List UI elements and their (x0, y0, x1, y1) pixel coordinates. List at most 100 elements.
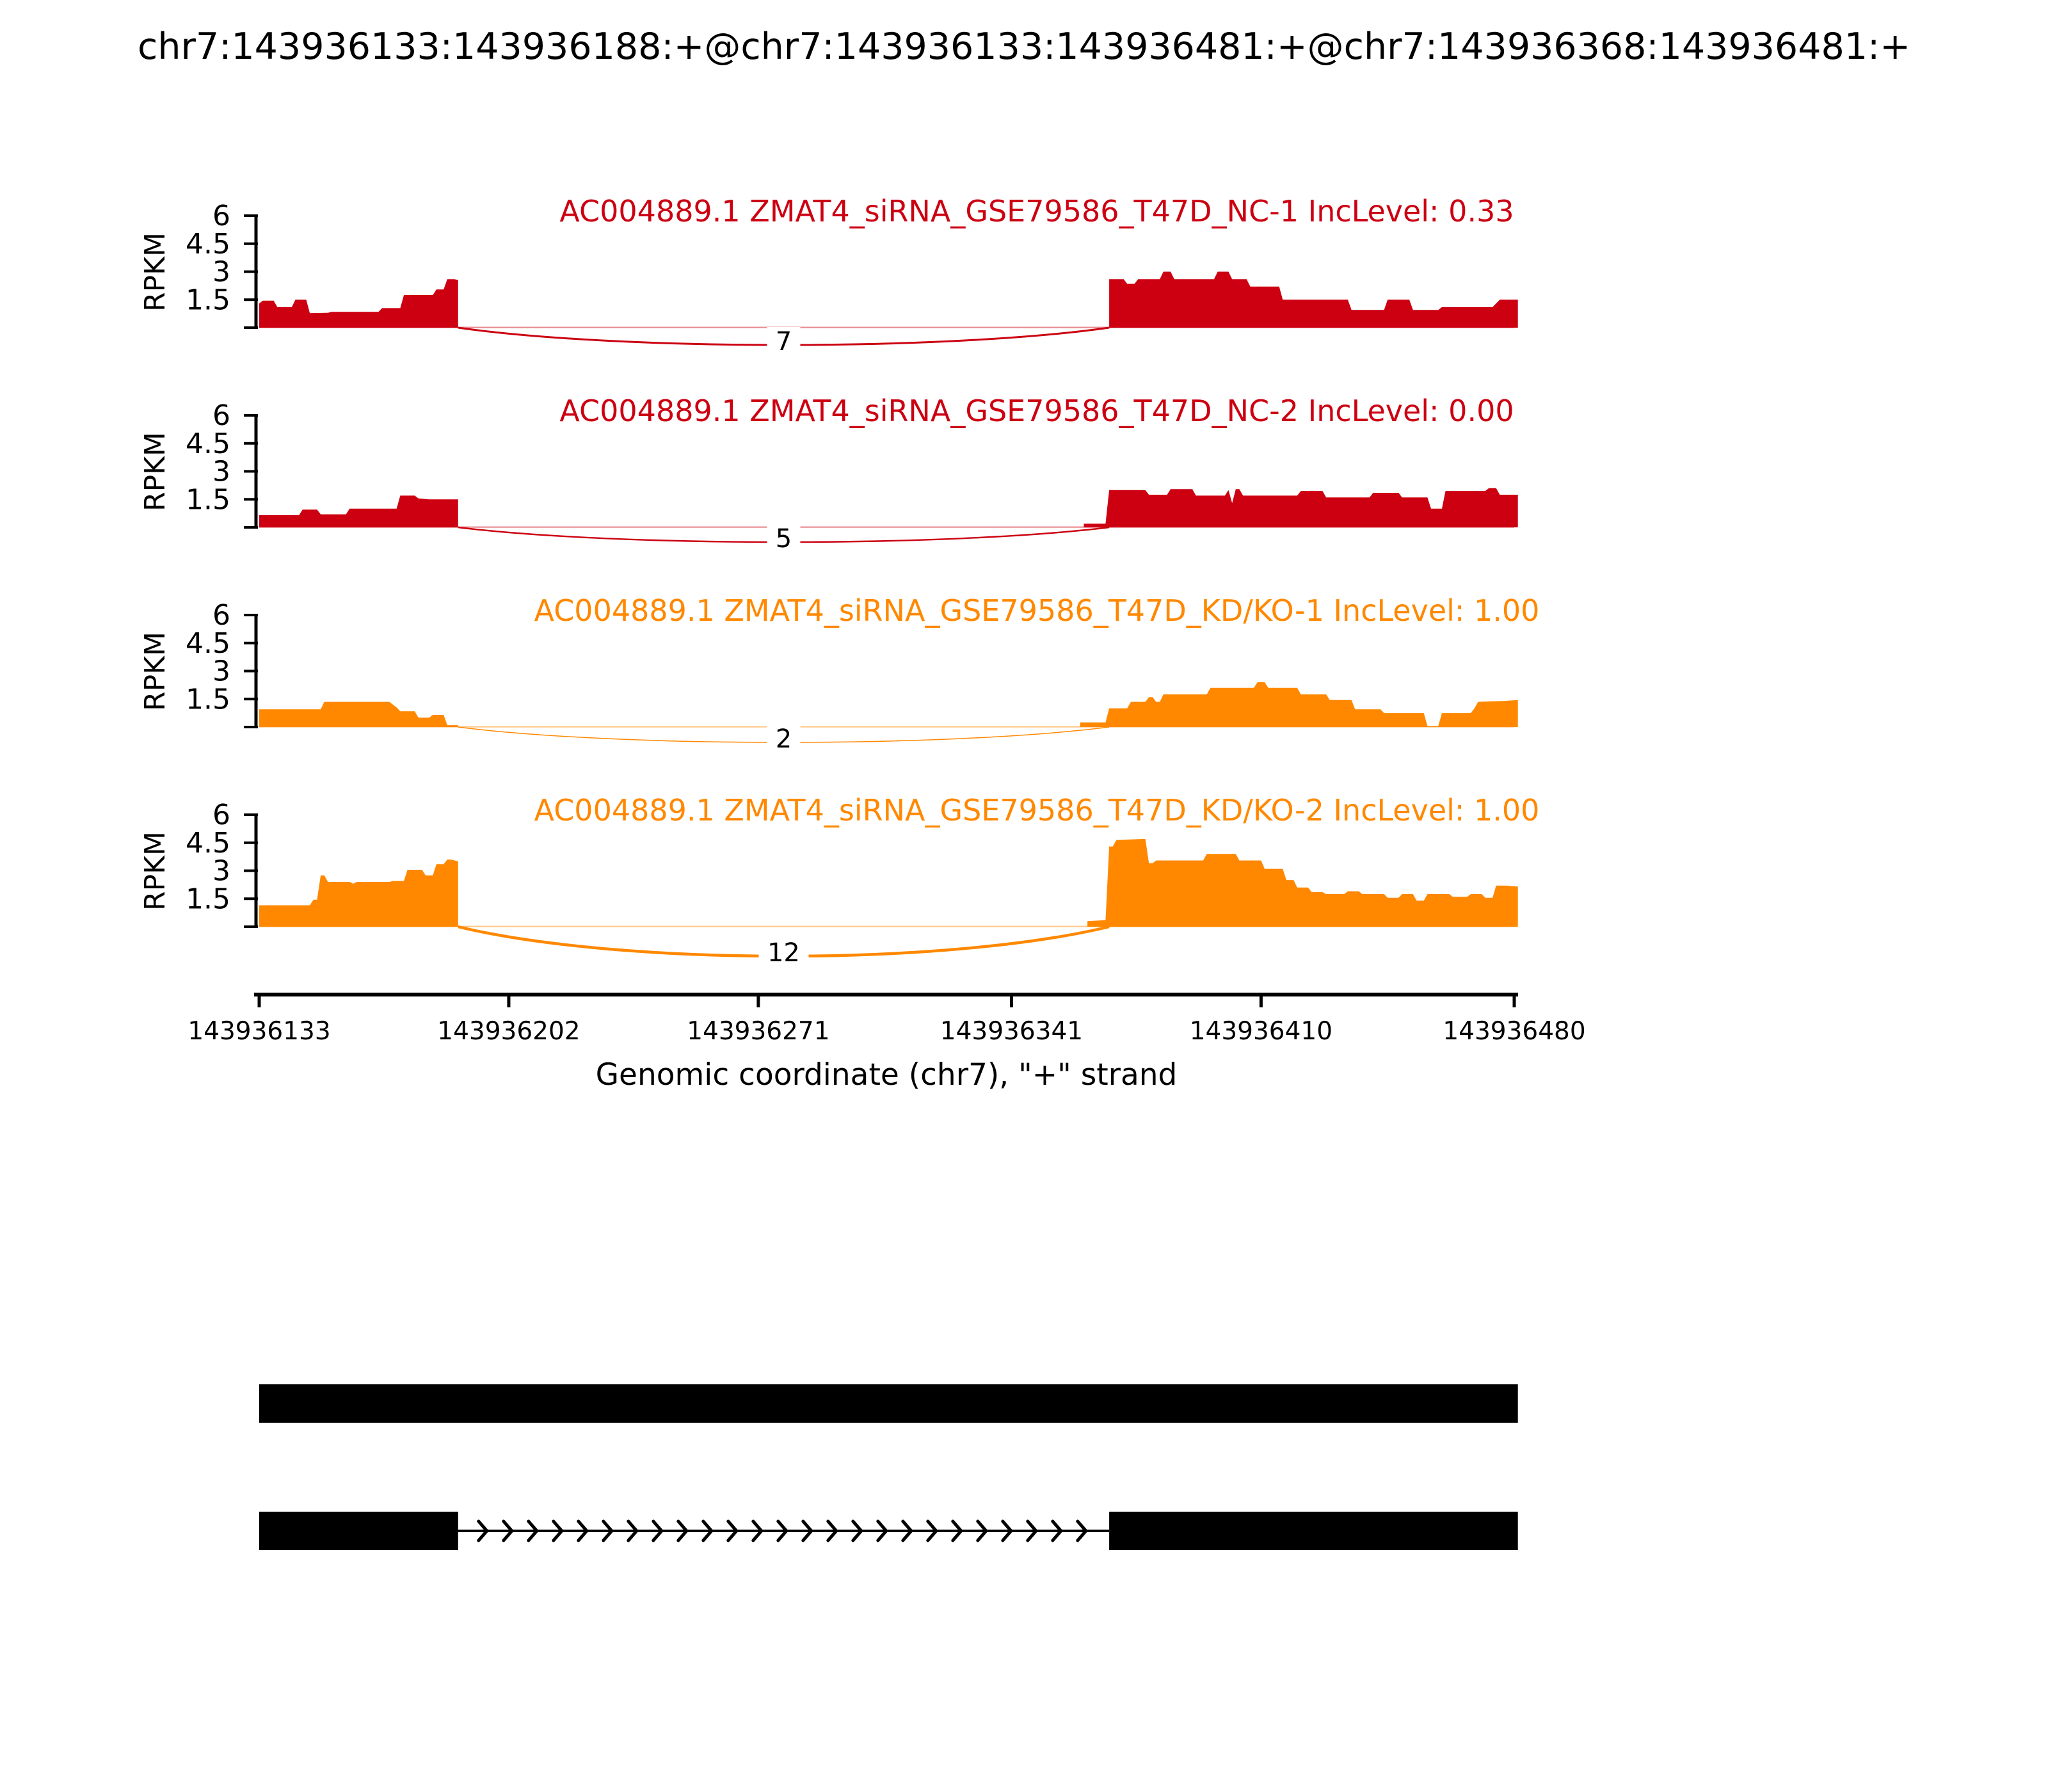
y-axis-tick (244, 242, 258, 245)
x-tick-label: 143936202 (437, 1017, 580, 1046)
coverage-area-track-1 (1109, 271, 1518, 328)
x-tick-label: 143936410 (1190, 1017, 1332, 1046)
intron-arrow-icon (652, 1519, 664, 1542)
intron-arrow-icon (801, 1519, 813, 1542)
y-tick-label: 1.5 (186, 483, 230, 516)
junction-count-bg (767, 327, 801, 356)
y-axis-tick (244, 841, 258, 844)
x-axis-tick (257, 996, 261, 1007)
junction-count-bg (758, 938, 809, 968)
intron-arrow-icon (1076, 1519, 1088, 1542)
intron-line (458, 1530, 1109, 1532)
coverage-area-track-4 (1087, 838, 1518, 927)
junction-count-track-1: 7 (776, 327, 792, 356)
y-axis-tick (244, 442, 258, 445)
y-axis-tick (244, 641, 258, 644)
y-tick-label: 3 (212, 655, 230, 688)
intron-arrow-icon (901, 1519, 913, 1542)
coverage-area-track-2 (259, 495, 458, 527)
junction-count-track-2: 5 (776, 524, 792, 554)
x-tick-label: 143936271 (687, 1017, 829, 1046)
y-axis-tick (244, 669, 258, 673)
y-axis-tick (244, 326, 258, 329)
y-tick-label: 4.5 (186, 627, 230, 660)
intron-arrow-icon (1026, 1519, 1038, 1542)
coverage-baseline (259, 326, 1514, 328)
coverage-baseline (259, 925, 1514, 927)
intron-arrow-icon (527, 1519, 539, 1542)
y-axis-tick (244, 214, 258, 217)
intron-arrow-icon (726, 1519, 739, 1542)
intron-arrow-icon (951, 1519, 963, 1542)
intron-arrow-icon (1051, 1519, 1063, 1542)
y-tick-label: 3 (212, 855, 230, 888)
y-axis-tick (244, 270, 258, 273)
exon-bar-skipping-isoform (1109, 1512, 1518, 1550)
y-axis-tick (244, 869, 258, 872)
y-axis-tick (244, 614, 258, 616)
junction-count-track-3: 2 (776, 724, 792, 754)
junction-count-track-4: 12 (767, 938, 800, 968)
y-tick-label: 4.5 (186, 428, 230, 460)
x-axis-line (254, 993, 1518, 996)
y-tick-label: 6 (212, 200, 230, 232)
x-axis-tick (1009, 996, 1013, 1007)
y-axis-tick (244, 526, 258, 529)
coverage-area-track-4 (259, 860, 458, 927)
y-tick-label: 1.5 (186, 683, 230, 716)
x-axis-tick (507, 996, 511, 1007)
y-tick-label: 6 (212, 599, 230, 632)
y-tick-label: 4.5 (186, 827, 230, 860)
track-title-kdko-2: AC004889.1 ZMAT4_siRNA_GSE79586_T47D_KD/… (534, 793, 1540, 828)
x-tick-label: 143936341 (940, 1017, 1083, 1046)
figure-title: chr7:143936133:143936188:+@chr7:14393613… (138, 26, 1910, 68)
intron-arrow-icon (876, 1519, 888, 1542)
track-title-nc-2: AC004889.1 ZMAT4_siRNA_GSE79586_T47D_NC-… (559, 394, 1514, 428)
y-axis-tick (244, 698, 258, 701)
intron-arrow-icon (577, 1519, 589, 1542)
y-tick-label: 6 (212, 799, 230, 831)
y-axis-tick (244, 925, 258, 928)
y-axis-tick (244, 813, 258, 816)
y-tick-label: 4.5 (186, 228, 230, 260)
intron-arrow-icon (602, 1519, 614, 1542)
y-axis-tick (244, 414, 258, 417)
intron-arrow-icon (851, 1519, 863, 1542)
coverage-area-track-1 (259, 279, 458, 328)
junction-count-bg (767, 724, 801, 754)
coverage-area-track-3 (1080, 682, 1518, 727)
x-axis-tick (1512, 996, 1516, 1007)
x-tick-label: 143936480 (1443, 1017, 1585, 1046)
intron-arrow-icon (676, 1519, 689, 1542)
y-tick-label: 6 (212, 399, 230, 432)
coverage-baseline (259, 726, 1514, 728)
intron-arrow-icon (826, 1519, 838, 1542)
x-axis-tick (1259, 996, 1263, 1007)
x-tick-label: 143936133 (188, 1017, 330, 1046)
y-axis-tick (244, 470, 258, 473)
y-axis-tick (244, 498, 258, 501)
exon-bar-skipping-isoform (259, 1512, 458, 1550)
y-axis-tick (244, 897, 258, 900)
y-tick-label: 1.5 (186, 284, 230, 316)
exon-bar-inclusion-isoform (259, 1384, 1518, 1423)
y-axis-tick (244, 298, 258, 301)
coverage-area-track-3 (259, 701, 458, 727)
intron-arrow-icon (552, 1519, 564, 1542)
intron-arrow-icon (701, 1519, 714, 1542)
intron-arrow-icon (627, 1519, 639, 1542)
x-axis-tick (756, 996, 760, 1007)
intron-arrow-icon (502, 1519, 514, 1542)
track-title-kdko-1: AC004889.1 ZMAT4_siRNA_GSE79586_T47D_KD/… (534, 593, 1540, 628)
y-tick-label: 3 (212, 256, 230, 289)
junction-count-bg (767, 524, 801, 554)
y-tick-label: 3 (212, 456, 230, 488)
coverage-baseline (259, 526, 1514, 528)
intron-arrow-icon (776, 1519, 788, 1542)
intron-arrow-icon (751, 1519, 764, 1542)
track-title-nc-1: AC004889.1 ZMAT4_siRNA_GSE79586_T47D_NC-… (559, 194, 1514, 228)
intron-arrow-icon (926, 1519, 938, 1542)
coverage-area-track-2 (1084, 488, 1518, 527)
